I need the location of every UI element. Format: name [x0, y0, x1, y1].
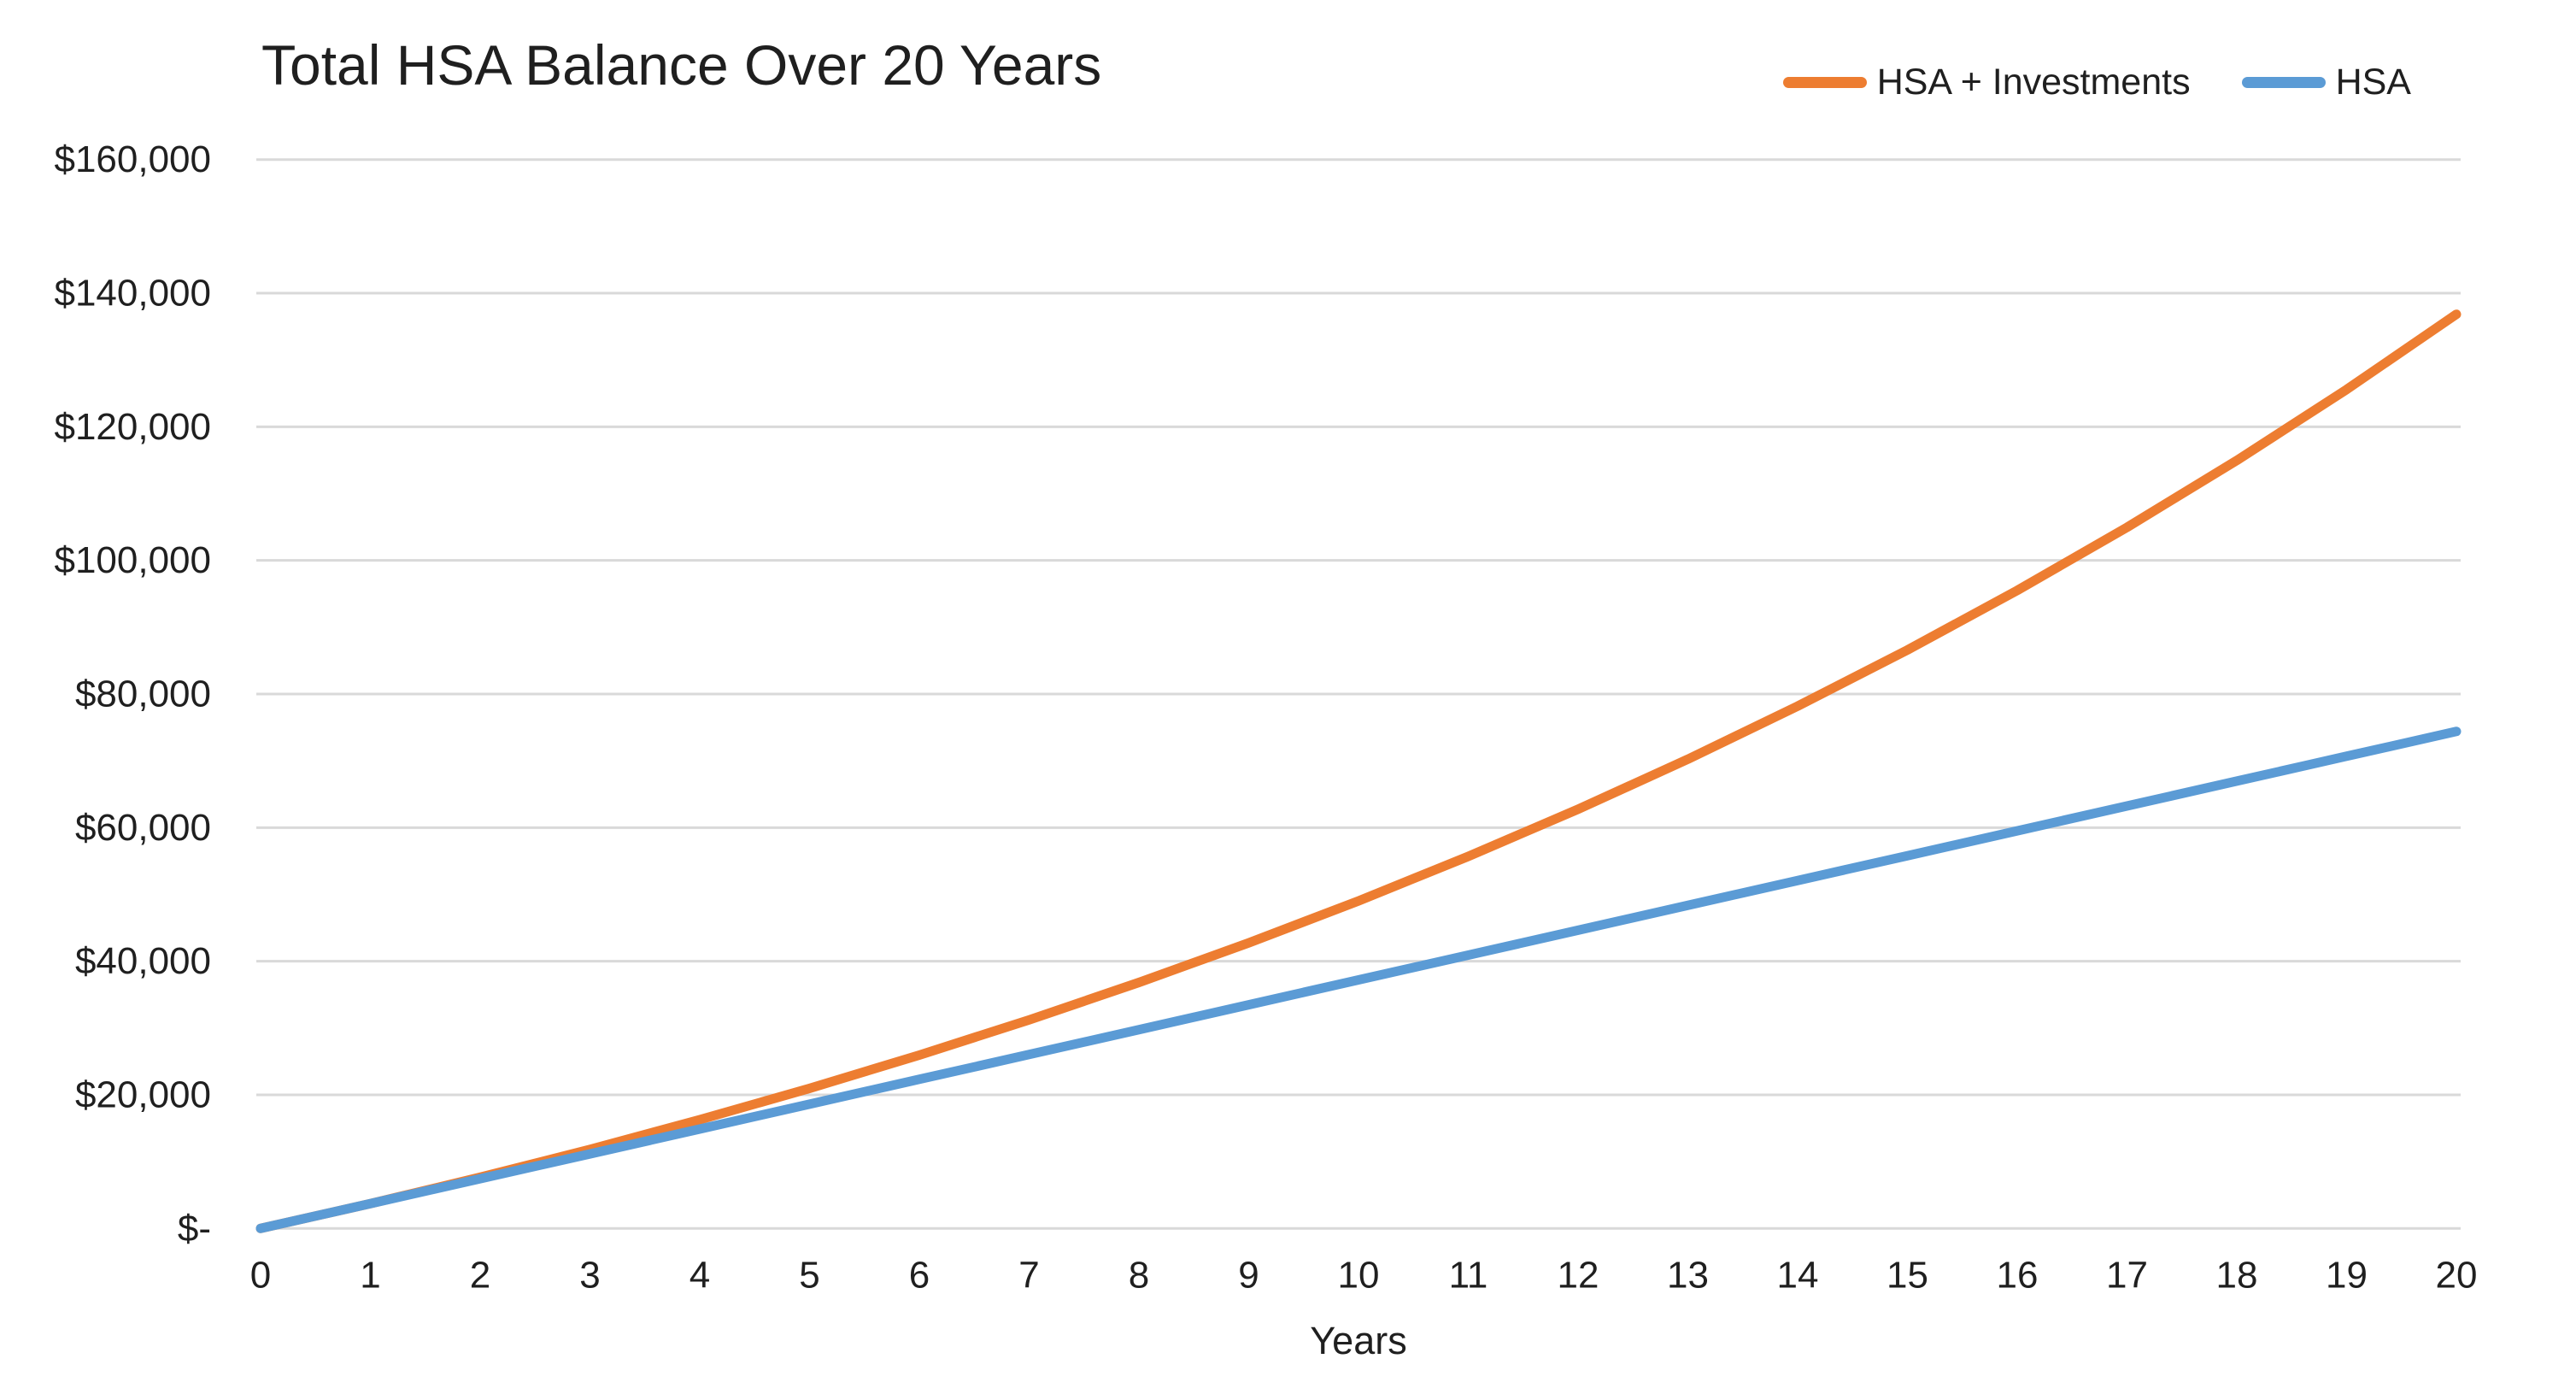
legend-swatch-hsa — [2241, 76, 2326, 88]
y-tick-label: $120,000 — [54, 406, 211, 448]
x-tick-label: 9 — [1238, 1255, 1259, 1297]
y-tick-label: $60,000 — [75, 807, 211, 849]
x-tick-label: 11 — [1449, 1255, 1488, 1297]
y-axis-tick-labels: $- $20,000 $40,000 $60,000 $80,000 $100,000 $1… — [54, 138, 211, 1250]
y-tick-label: $80,000 — [75, 673, 211, 715]
x-axis-title: Years — [1310, 1319, 1407, 1362]
y-tick-label: $100,000 — [54, 539, 211, 581]
x-tick-label: 12 — [1558, 1255, 1599, 1297]
x-tick-label: 13 — [1667, 1255, 1709, 1297]
y-tick-label: $140,000 — [54, 273, 211, 315]
legend: HSA + Investments HSA — [1782, 60, 2411, 104]
legend-swatch-hsa-investments — [1782, 76, 1867, 88]
x-tick-label: 17 — [2106, 1255, 2148, 1297]
x-tick-label: 14 — [1777, 1255, 1819, 1297]
x-tick-label: 0 — [250, 1255, 271, 1297]
y-tick-label: $40,000 — [75, 940, 211, 982]
y-tick-label: $- — [178, 1208, 211, 1250]
x-tick-label: 6 — [909, 1255, 930, 1297]
x-tick-label: 5 — [799, 1255, 819, 1297]
x-tick-label: 18 — [2216, 1255, 2258, 1297]
x-tick-label: 15 — [1887, 1255, 1928, 1297]
y-tick-label: $20,000 — [75, 1073, 211, 1115]
series-line-hsa — [255, 726, 2462, 1233]
x-tick-label: 16 — [1997, 1255, 2039, 1297]
x-tick-label: 2 — [470, 1255, 490, 1297]
x-tick-label: 19 — [2326, 1255, 2368, 1297]
series-line-hsa-investments — [255, 309, 2462, 1233]
y-tick-label: $160,000 — [54, 138, 211, 180]
x-tick-label: 10 — [1338, 1255, 1380, 1297]
x-tick-label: 1 — [360, 1255, 380, 1297]
gridlines — [256, 158, 2461, 1230]
x-axis-tick-labels: 0 1 2 3 4 5 6 7 8 9 10 11 12 13 14 15 16 17 18 19 20 — [250, 1255, 2478, 1297]
legend-label-hsa: HSA — [2335, 61, 2411, 103]
legend-item-hsa-investments: HSA + Investments — [1782, 61, 2191, 103]
series-lines — [255, 309, 2462, 1233]
x-tick-label: 8 — [1129, 1255, 1149, 1297]
legend-label-hsa-investments: HSA + Investments — [1876, 61, 2191, 103]
chart-title: Total HSA Balance Over 20 Years — [261, 33, 1102, 97]
x-tick-label: 4 — [689, 1255, 710, 1297]
x-tick-label: 7 — [1018, 1255, 1039, 1297]
x-tick-label: 3 — [579, 1255, 600, 1297]
legend-item-hsa: HSA — [2241, 61, 2411, 103]
x-tick-label: 20 — [2436, 1255, 2478, 1297]
